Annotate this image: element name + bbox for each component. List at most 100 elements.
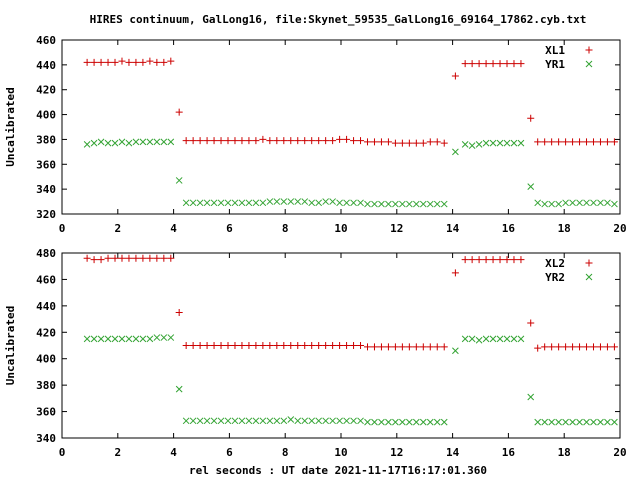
data-point bbox=[153, 334, 161, 341]
data-point bbox=[132, 58, 140, 66]
data-point bbox=[329, 137, 337, 145]
data-point bbox=[252, 417, 260, 425]
data-point bbox=[541, 200, 549, 208]
data-point bbox=[343, 135, 351, 143]
data-point bbox=[583, 138, 591, 146]
x-tick-label: 8 bbox=[282, 446, 289, 459]
x-tick-label: 6 bbox=[226, 446, 233, 459]
data-point bbox=[259, 417, 267, 425]
data-point bbox=[555, 200, 562, 208]
data-point bbox=[419, 343, 427, 351]
data-point bbox=[468, 256, 476, 264]
data-point bbox=[548, 138, 556, 146]
data-point bbox=[562, 418, 569, 426]
data-point bbox=[590, 418, 597, 426]
y-tick-label: 480 bbox=[36, 247, 56, 260]
data-point bbox=[146, 57, 154, 65]
data-point bbox=[217, 137, 225, 145]
data-point bbox=[604, 199, 611, 207]
data-point bbox=[139, 58, 147, 66]
series-yr1 bbox=[83, 138, 618, 208]
data-point bbox=[503, 256, 511, 264]
data-point bbox=[603, 343, 611, 351]
data-point bbox=[273, 137, 281, 145]
data-point bbox=[433, 138, 441, 146]
data-point bbox=[294, 417, 302, 425]
data-point bbox=[301, 342, 309, 349]
data-point bbox=[391, 139, 399, 147]
data-point bbox=[266, 198, 274, 205]
data-point bbox=[224, 417, 232, 425]
data-point bbox=[562, 138, 570, 146]
data-point bbox=[97, 138, 105, 146]
data-point bbox=[468, 142, 476, 149]
data-point bbox=[203, 417, 211, 425]
data-point bbox=[461, 141, 469, 148]
chart-panel-2: 0 2 4 6 8 10 12 14 16 18 20 340 360 380 400 420 440 460 48… bbox=[4, 247, 627, 459]
x-tick-label: 10 bbox=[334, 222, 347, 235]
chart-panel-1: 0 2 4 6 8 10 12 14 16 18 20 320 340 360 380 400 420 440 46… bbox=[4, 34, 627, 235]
data-point bbox=[217, 417, 225, 425]
data-point bbox=[548, 418, 555, 426]
data-point bbox=[111, 58, 119, 66]
data-point bbox=[125, 254, 133, 262]
data-point bbox=[245, 137, 253, 145]
y-tick-label: 360 bbox=[36, 158, 56, 171]
data-point bbox=[406, 418, 413, 426]
data-point bbox=[461, 60, 469, 68]
data-point bbox=[510, 335, 518, 343]
data-point bbox=[426, 343, 434, 351]
data-point bbox=[496, 60, 504, 68]
data-point bbox=[399, 200, 406, 208]
data-point bbox=[517, 256, 525, 264]
data-point bbox=[280, 417, 288, 425]
data-point bbox=[217, 199, 225, 207]
data-point bbox=[357, 417, 364, 425]
data-point bbox=[440, 139, 448, 147]
data-point bbox=[97, 58, 105, 66]
data-point bbox=[426, 418, 434, 426]
data-point bbox=[329, 198, 336, 205]
data-point bbox=[203, 199, 211, 207]
data-point bbox=[336, 199, 343, 207]
data-point bbox=[259, 135, 267, 143]
data-point bbox=[517, 60, 525, 68]
data-point bbox=[589, 138, 597, 146]
data-point bbox=[468, 60, 476, 68]
data-point bbox=[412, 418, 420, 426]
x-tick-label: 4 bbox=[170, 446, 177, 459]
data-point bbox=[189, 417, 197, 425]
data-point bbox=[610, 343, 618, 351]
data-point bbox=[440, 343, 448, 351]
data-point bbox=[231, 199, 239, 207]
data-point bbox=[245, 417, 253, 425]
data-point bbox=[189, 199, 197, 207]
data-point bbox=[132, 254, 140, 262]
data-point bbox=[231, 342, 239, 349]
data-point bbox=[589, 343, 597, 351]
data-point bbox=[534, 138, 542, 146]
legend-label-xl2: XL2 bbox=[545, 257, 565, 270]
x-tick-label: 16 bbox=[502, 446, 516, 459]
y-tick-label: 340 bbox=[36, 183, 56, 196]
x-tick-label: 10 bbox=[334, 446, 347, 459]
data-point bbox=[308, 199, 316, 207]
data-point bbox=[468, 335, 476, 343]
data-point bbox=[451, 72, 459, 80]
data-point bbox=[555, 138, 563, 146]
data-point bbox=[548, 200, 555, 208]
data-point bbox=[238, 342, 246, 349]
data-point bbox=[153, 138, 161, 146]
data-point bbox=[461, 256, 469, 264]
data-point bbox=[412, 343, 420, 351]
panels: 0 2 4 6 8 10 12 14 16 18 2032034036038040042044046… bbox=[4, 34, 627, 459]
x-tick-label: 2 bbox=[114, 222, 121, 235]
legend-label-yr2: YR2 bbox=[545, 271, 565, 284]
data-point bbox=[576, 343, 584, 351]
data-point bbox=[182, 199, 190, 207]
x-tick-label: 12 bbox=[390, 446, 403, 459]
data-point bbox=[603, 138, 611, 146]
data-point bbox=[583, 199, 590, 207]
data-point bbox=[90, 335, 98, 343]
